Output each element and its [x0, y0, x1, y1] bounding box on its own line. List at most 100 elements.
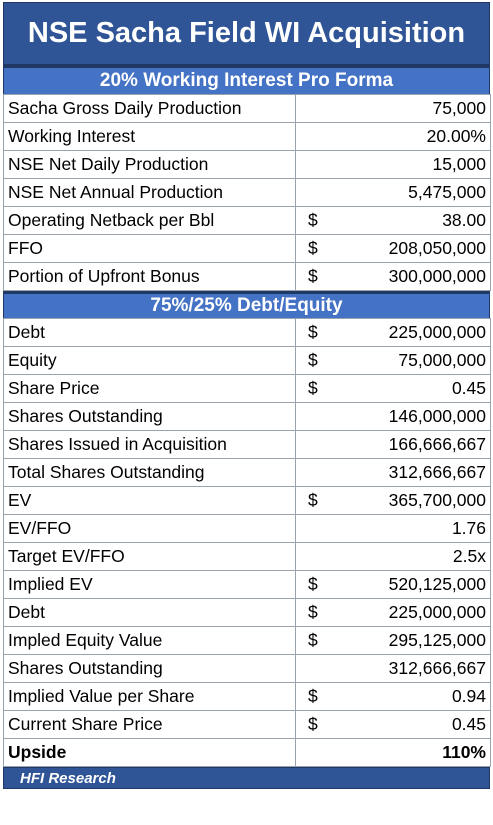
row-value: 295,125,000 [388, 630, 486, 650]
table-row: Shares Outstanding 146,000,000 [3, 402, 491, 431]
row-value: 166,666,667 [388, 434, 486, 454]
currency-symbol: $ [308, 322, 318, 342]
row-label: Sacha Gross Daily Production [3, 94, 296, 123]
section-header-working-interest: 20% Working Interest Pro Forma [3, 65, 490, 94]
table-row: Sacha Gross Daily Production 75,000 [3, 94, 491, 123]
table-row: Implied EV $520,125,000 [3, 570, 491, 599]
table-row: Portion of Upfront Bonus $300,000,000 [3, 262, 491, 291]
row-value: 146,000,000 [388, 406, 486, 426]
table-row: Equity $75,000,000 [3, 346, 491, 375]
currency-symbol: $ [308, 490, 318, 510]
row-label: Impled Equity Value [3, 626, 296, 655]
row-value: 1.76 [451, 518, 486, 538]
table-row: Debt $225,000,000 [3, 318, 491, 347]
currency-symbol: $ [308, 602, 318, 622]
row-value: 0.45 [451, 714, 486, 734]
row-label: Current Share Price [3, 710, 296, 739]
table-row: Debt $225,000,000 [3, 598, 491, 627]
row-value-cell: $38.00 [295, 206, 491, 235]
table-row: NSE Net Daily Production 15,000 [3, 150, 491, 179]
row-label: Shares Outstanding [3, 654, 296, 683]
row-label: NSE Net Annual Production [3, 178, 296, 207]
row-label: Equity [3, 346, 296, 375]
row-value-cell: 312,666,667 [295, 458, 491, 487]
row-value: 208,050,000 [388, 238, 486, 258]
table-row: EV/FFO 1.76 [3, 514, 491, 543]
row-value: 225,000,000 [388, 602, 486, 622]
row-value-cell: 146,000,000 [295, 402, 491, 431]
row-value-cell: $225,000,000 [295, 598, 491, 627]
table-row: Working Interest 20.00% [3, 122, 491, 151]
row-value: 365,700,000 [388, 490, 486, 510]
row-label: Implied EV [3, 570, 296, 599]
table-row: Current Share Price $0.45 [3, 710, 491, 739]
row-value: 110% [442, 742, 486, 762]
row-value: 225,000,000 [388, 322, 486, 342]
row-value-cell: $0.94 [295, 682, 491, 711]
row-value-cell: $0.45 [295, 710, 491, 739]
row-label: Portion of Upfront Bonus [3, 262, 296, 291]
row-value-cell: $75,000,000 [295, 346, 491, 375]
row-value-cell: 312,666,667 [295, 654, 491, 683]
section-header-debt-equity: 75%/25% Debt/Equity [3, 291, 490, 318]
row-value: 75,000 [432, 98, 486, 118]
table-row: Upside 110% [3, 738, 491, 767]
table-row: Target EV/FFO 2.5x [3, 542, 491, 571]
currency-symbol: $ [308, 378, 318, 398]
row-label: Target EV/FFO [3, 542, 296, 571]
currency-symbol: $ [308, 210, 318, 230]
currency-symbol: $ [308, 266, 318, 286]
row-label: Total Shares Outstanding [3, 458, 296, 487]
row-value-cell: 15,000 [295, 150, 491, 179]
currency-symbol: $ [308, 686, 318, 706]
table-row: Impled Equity Value $295,125,000 [3, 626, 491, 655]
row-value-cell: 110% [295, 738, 491, 767]
currency-symbol: $ [308, 630, 318, 650]
row-label: NSE Net Daily Production [3, 150, 296, 179]
row-value-cell: 1.76 [295, 514, 491, 543]
currency-symbol: $ [308, 574, 318, 594]
table-row: FFO $208,050,000 [3, 234, 491, 263]
row-value: 0.45 [451, 378, 486, 398]
row-value-cell: $520,125,000 [295, 570, 491, 599]
row-value: 38.00 [442, 210, 486, 230]
row-value-cell: $365,700,000 [295, 486, 491, 515]
row-label: Shares Outstanding [3, 402, 296, 431]
table-row: Share Price $0.45 [3, 374, 491, 403]
table-row: Shares Outstanding 312,666,667 [3, 654, 491, 683]
row-value: 15,000 [432, 154, 486, 174]
row-value-cell: 2.5x [295, 542, 491, 571]
currency-symbol: $ [308, 350, 318, 370]
row-value: 20.00% [426, 126, 486, 146]
row-value-cell: $300,000,000 [295, 262, 491, 291]
row-value-cell: $0.45 [295, 374, 491, 403]
row-label: Operating Netback per Bbl [3, 206, 296, 235]
table-row: Operating Netback per Bbl $38.00 [3, 206, 491, 235]
row-label: EV [3, 486, 296, 515]
row-label: Working Interest [3, 122, 296, 151]
table-row: Shares Issued in Acquisition 166,666,667 [3, 430, 491, 459]
sheet-title: NSE Sacha Field WI Acquisition [3, 2, 490, 65]
row-value: 75,000,000 [398, 350, 486, 370]
row-value: 312,666,667 [388, 658, 486, 678]
row-value-cell: $295,125,000 [295, 626, 491, 655]
table-row: EV $365,700,000 [3, 486, 491, 515]
footer-source: HFI Research [3, 767, 490, 789]
row-label: Debt [3, 318, 296, 347]
table-row: Implied Value per Share $0.94 [3, 682, 491, 711]
row-value: 2.5x [452, 546, 486, 566]
table-row: Total Shares Outstanding 312,666,667 [3, 458, 491, 487]
row-value-cell: 166,666,667 [295, 430, 491, 459]
row-label: Shares Issued in Acquisition [3, 430, 296, 459]
row-label: Implied Value per Share [3, 682, 296, 711]
row-label: EV/FFO [3, 514, 296, 543]
working-interest-table: Sacha Gross Daily Production 75,000 Workin… [3, 94, 491, 291]
row-value: 5,475,000 [408, 182, 486, 202]
row-value: 300,000,000 [388, 266, 486, 286]
row-value-cell: 75,000 [295, 94, 491, 123]
row-value: 0.94 [451, 686, 486, 706]
table-row: NSE Net Annual Production 5,475,000 [3, 178, 491, 207]
debt-equity-table: Debt $225,000,000 Equity $75,000,000 Share P… [3, 318, 491, 767]
row-value-cell: $208,050,000 [295, 234, 491, 263]
row-value-cell: 5,475,000 [295, 178, 491, 207]
